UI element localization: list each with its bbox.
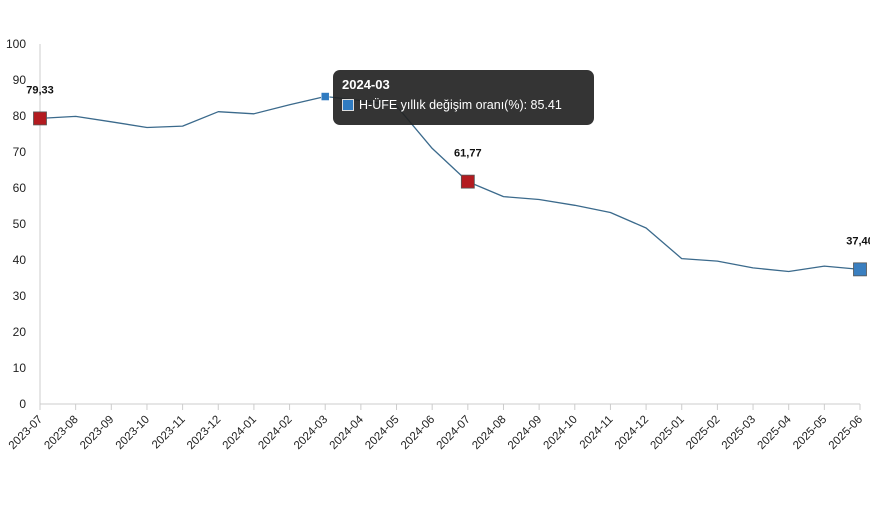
data-labels-group: 79,33 61,77 37,40 [26,84,870,247]
x-tick-label: 2025-05 [791,414,829,452]
x-tick-label: 2024-01 [221,414,259,452]
y-tick-label: 0 [19,397,26,411]
x-tick-label: 2023-08 [42,414,80,452]
x-tick-label: 2025-03 [720,414,758,452]
x-tick-label: 2025-06 [827,414,865,452]
tooltip-row: H-ÜFE yıllık değişim oranı(%): 85.41 [342,98,585,112]
series-line [39,95,861,273]
y-tick-label: 70 [13,145,27,159]
series-group [39,95,861,273]
x-tick-label: 2024-05 [363,414,401,452]
x-tick-label: 2023-09 [78,414,116,452]
highlight-point-marker [460,174,475,189]
x-tick-label: 2024-07 [435,414,473,452]
x-tick-label: 2024-10 [542,414,580,452]
x-tick-label: 2024-03 [292,414,330,452]
data-label: 79,33 [26,84,54,96]
tooltip: 2024-03 H-ÜFE yıllık değişim oranı(%): 8… [333,70,594,125]
tooltip-series-swatch [342,99,354,111]
x-tick-label: 2024-11 [578,414,616,452]
y-tick-label: 90 [13,73,27,87]
x-tick-label: 2024-06 [399,414,437,452]
x-tick-label: 2025-02 [684,414,722,452]
y-tick-label: 10 [13,361,27,375]
data-label: 61,77 [454,148,482,160]
x-tick-label: 2024-08 [470,414,508,452]
tooltip-text: H-ÜFE yıllık değişim oranı(%): 85.41 [359,98,562,112]
y-axis: 0 10 20 30 40 50 60 70 80 90 100 [6,37,41,411]
hover-point-marker [320,92,330,101]
markers-group [33,92,867,277]
y-tick-label: 30 [13,289,27,303]
y-tick-label: 80 [13,109,27,123]
y-tick-label: 100 [6,37,26,51]
data-label: 37,40 [846,235,870,247]
x-tick-label: 2023-07 [7,414,45,452]
x-tick-label: 2024-02 [256,414,294,452]
x-tick-label: 2024-12 [613,414,651,452]
y-tick-label: 20 [13,325,27,339]
x-tick-label: 2024-09 [506,414,544,452]
x-tick-label: 2025-04 [755,413,794,452]
y-tick-label: 40 [13,253,27,267]
y-tick-label: 60 [13,181,27,195]
tooltip-title: 2024-03 [342,77,390,92]
x-tick-label: 2025-01 [649,414,687,452]
x-tick-label: 2024-04 [328,413,367,452]
y-tick-label: 50 [13,217,27,231]
highlight-point-marker [33,111,47,126]
x-tick-label: 2023-12 [185,414,223,452]
x-tick-label: 2023-11 [150,414,188,452]
x-axis: 2023-072023-082023-092023-102023-112023-… [7,403,865,452]
x-tick-label: 2023-10 [114,414,152,452]
highlight-point-marker [853,262,867,277]
